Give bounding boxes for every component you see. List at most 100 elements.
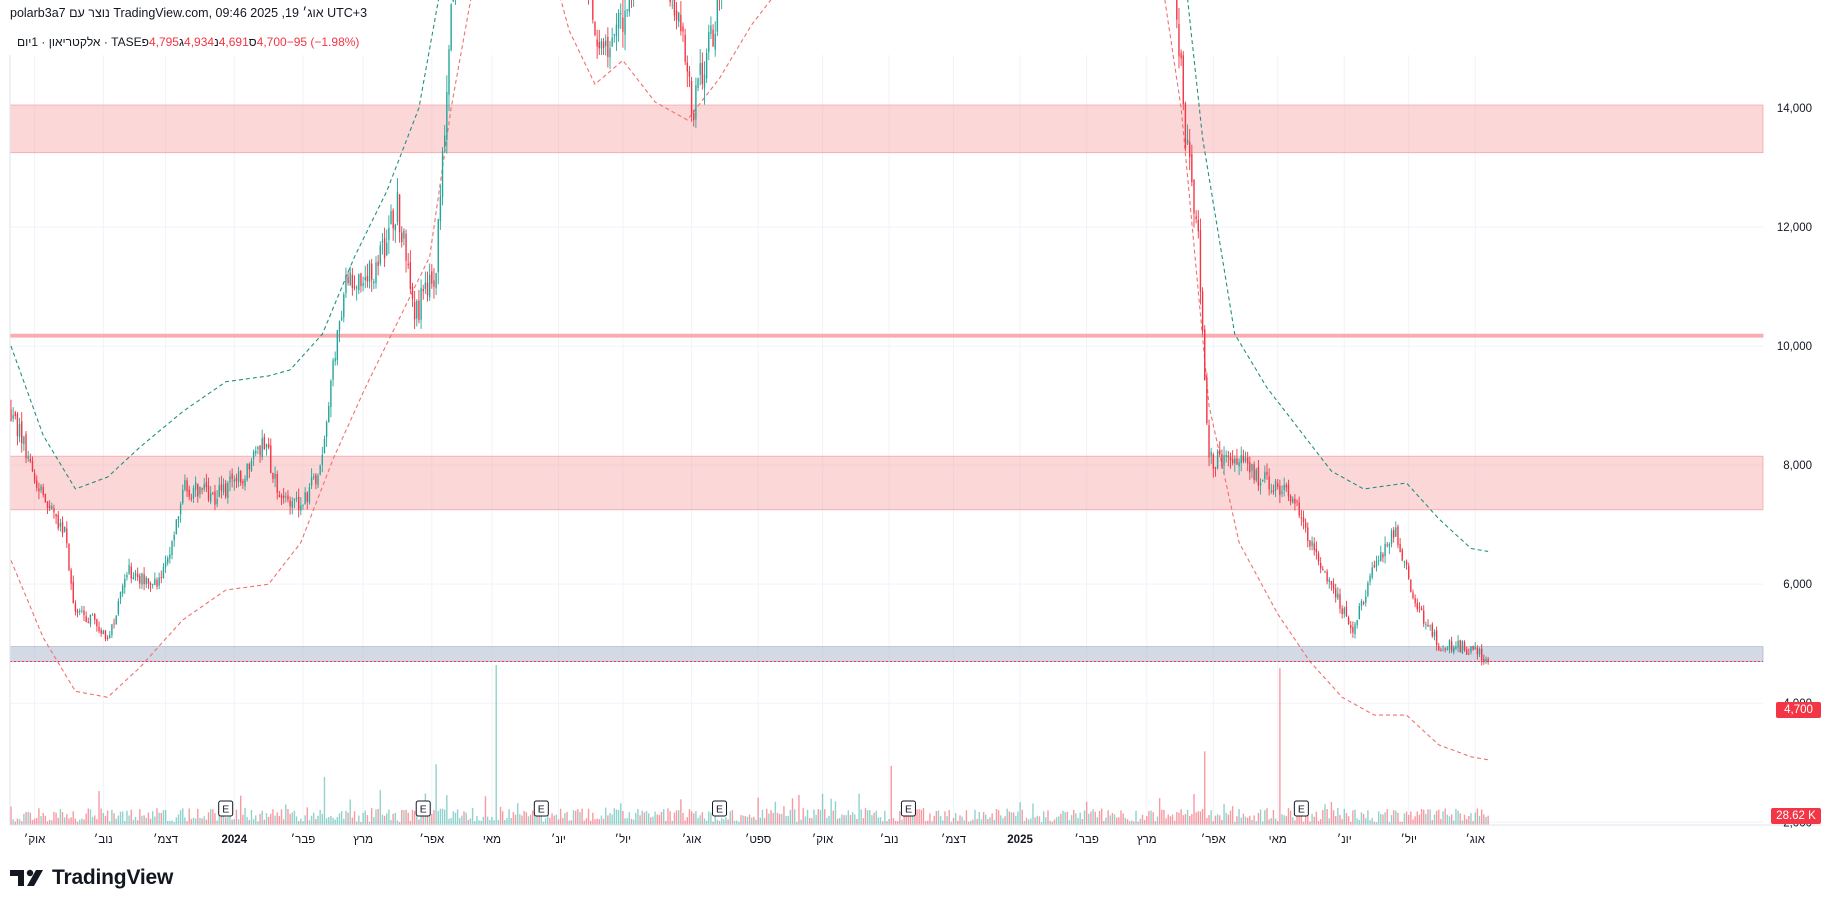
- volume-bar: [793, 809, 796, 825]
- candle-body: [373, 281, 375, 284]
- volume-bar: [405, 809, 407, 825]
- volume-bar: [1182, 815, 1184, 825]
- volume-bar: [255, 815, 257, 825]
- volume-bar: [46, 821, 49, 825]
- volume-bar: [1231, 806, 1234, 825]
- candle-body: [40, 485, 42, 491]
- volume-bar: [1246, 817, 1249, 825]
- volume-bar: [585, 818, 588, 825]
- candle-body: [1416, 603, 1418, 610]
- candle-body: [109, 635, 111, 639]
- volume-bar: [156, 808, 158, 825]
- volume-bar: [332, 817, 334, 825]
- candle-body: [1397, 526, 1399, 546]
- candle-body: [390, 211, 392, 225]
- volume-bar: [751, 817, 753, 825]
- candle-body: [1461, 640, 1464, 654]
- volume-bar: [274, 815, 276, 825]
- candle-body: [1311, 541, 1313, 547]
- x-tick-label: אוג׳: [682, 833, 702, 846]
- volume-bar: [390, 819, 392, 825]
- earnings-marker[interactable]: [218, 800, 234, 817]
- candle-body: [201, 488, 203, 490]
- candle-body: [1365, 596, 1367, 603]
- volume-bar: [514, 814, 517, 825]
- volume-bar: [566, 812, 568, 825]
- candle-body: [699, 63, 701, 75]
- volume-bar: [667, 808, 669, 825]
- volume-bar: [132, 819, 135, 825]
- volume-bar: [931, 821, 933, 825]
- symbol-name[interactable]: אלקטריאון · 1יום · TASE: [17, 35, 142, 49]
- candle-body: [1442, 649, 1444, 651]
- candle-body: [291, 501, 293, 508]
- candle-body: [1231, 459, 1234, 464]
- volume-bar: [1060, 814, 1062, 825]
- volume-bar: [806, 809, 809, 825]
- volume-bar: [886, 821, 888, 825]
- volume-bar: [1128, 821, 1131, 825]
- y-tick-label: 14,000: [1777, 103, 1812, 115]
- volume-bar: [199, 817, 201, 825]
- candle-body: [175, 519, 178, 535]
- volume-bar: [72, 811, 74, 825]
- candle-body: [128, 565, 130, 574]
- volume-bar: [839, 817, 841, 825]
- candle-body: [1386, 544, 1388, 546]
- earnings-marker[interactable]: [415, 800, 431, 817]
- earnings-marker[interactable]: [1293, 800, 1309, 817]
- candle-body: [1474, 646, 1476, 650]
- volume-bar: [544, 818, 547, 825]
- volume-bar: [1444, 808, 1446, 825]
- volume-bar: [1030, 818, 1032, 825]
- volume-bar: [1038, 816, 1041, 825]
- volume-bar: [207, 812, 210, 825]
- candle-body: [1367, 582, 1369, 596]
- candle-body: [1423, 610, 1425, 624]
- volume-bar: [856, 818, 858, 825]
- volume-bar: [1474, 812, 1476, 825]
- volume-bar: [469, 818, 472, 825]
- candle-body: [10, 409, 12, 422]
- candle-body: [347, 276, 349, 284]
- candle-body: [1313, 543, 1315, 551]
- volume-bar: [830, 798, 832, 825]
- candle-body: [1242, 455, 1245, 462]
- volume-bar: [190, 819, 193, 825]
- volume-bar: [362, 812, 364, 825]
- candle-body: [669, 0, 671, 3]
- volume-bar: [993, 819, 996, 825]
- candle-body: [21, 421, 23, 444]
- candle-body: [1453, 647, 1455, 653]
- earnings-marker[interactable]: [533, 800, 549, 817]
- candle-body: [1189, 141, 1191, 157]
- candle-body: [1253, 464, 1255, 481]
- volume-bar: [1294, 820, 1296, 825]
- volume-bar: [927, 820, 929, 825]
- candle-body: [1298, 502, 1300, 516]
- candle-body: [624, 10, 626, 35]
- earnings-marker[interactable]: [900, 800, 916, 817]
- volume-bar: [102, 812, 105, 825]
- candle-body: [431, 271, 433, 284]
- volume-bar: [1429, 809, 1431, 825]
- candle-body: [1283, 484, 1285, 491]
- high-value: 4,934: [184, 35, 215, 49]
- candle-body: [18, 424, 21, 438]
- volume-bar: [328, 817, 330, 825]
- earnings-marker[interactable]: [712, 800, 728, 817]
- volume-bar: [1043, 811, 1045, 825]
- candle-body: [197, 483, 199, 497]
- tradingview-logo[interactable]: TradingView: [10, 866, 173, 890]
- volume-bar: [600, 815, 603, 825]
- candle-body: [79, 611, 81, 612]
- candle-body: [25, 433, 27, 459]
- volume-bar: [605, 807, 607, 825]
- volume-bar: [212, 809, 214, 825]
- candle-body: [450, 4, 452, 51]
- candle-body: [111, 624, 113, 636]
- volume-bar: [630, 818, 633, 825]
- volume-bar: [343, 818, 345, 825]
- volume-bar: [1015, 815, 1017, 825]
